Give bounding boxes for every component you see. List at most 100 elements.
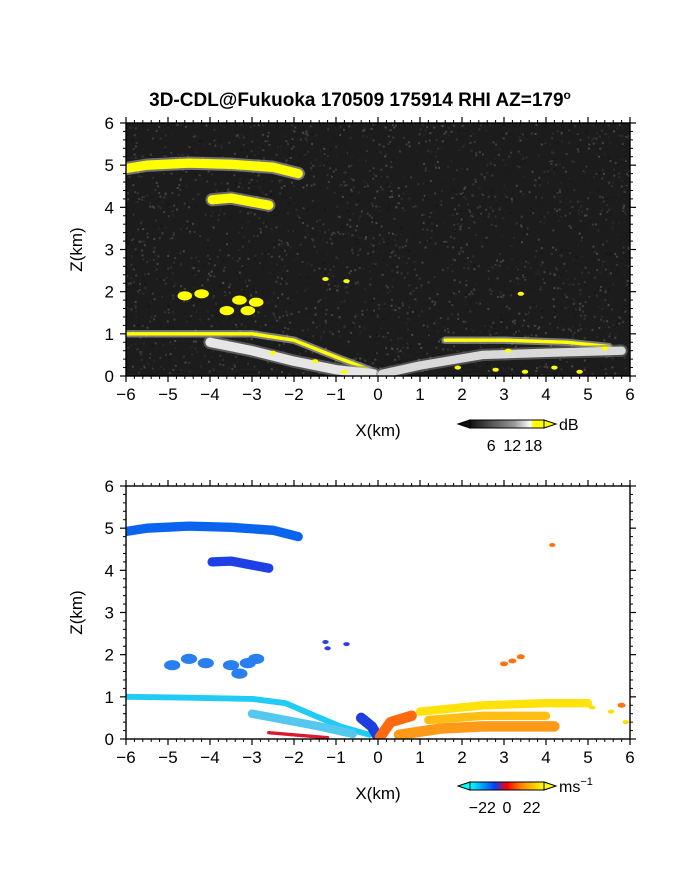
noise-pixel	[207, 239, 210, 242]
noise-pixel	[354, 229, 357, 232]
noise-pixel	[435, 298, 438, 301]
noise-pixel	[559, 163, 561, 166]
noise-pixel	[126, 306, 129, 309]
noise-pixel	[131, 239, 133, 242]
noise-pixel	[422, 182, 425, 185]
noise-pixel	[361, 156, 364, 159]
noise-pixel	[594, 296, 597, 299]
noise-pixel	[391, 193, 394, 196]
noise-pixel	[597, 229, 600, 232]
noise-pixel	[134, 305, 137, 308]
noise-pixel	[591, 277, 594, 279]
noise-pixel	[601, 142, 604, 145]
noise-pixel	[343, 143, 346, 146]
noise-pixel	[271, 180, 274, 183]
noise-pixel	[364, 359, 367, 362]
noise-pixel	[387, 332, 390, 334]
noise-pixel	[537, 327, 540, 330]
noise-pixel	[223, 126, 226, 129]
noise-pixel	[439, 338, 442, 341]
noise-pixel	[243, 154, 246, 157]
noise-pixel	[438, 340, 440, 343]
noise-pixel	[608, 217, 611, 220]
noise-pixel	[523, 276, 526, 279]
noise-pixel	[561, 332, 563, 335]
noise-pixel	[258, 371, 260, 374]
noise-pixel	[429, 211, 432, 214]
echo-patch	[622, 720, 629, 725]
noise-pixel	[601, 129, 604, 132]
noise-pixel	[299, 243, 302, 246]
noise-pixel	[605, 218, 608, 221]
echo-patch	[521, 369, 529, 374]
noise-pixel	[540, 264, 543, 267]
noise-pixel	[220, 275, 223, 278]
noise-pixel	[201, 322, 204, 325]
noise-pixel	[555, 248, 558, 251]
noise-pixel	[212, 296, 215, 298]
noise-pixel	[438, 189, 441, 191]
noise-pixel	[246, 149, 248, 151]
noise-pixel	[453, 279, 456, 282]
noise-pixel	[154, 254, 157, 257]
noise-pixel	[193, 340, 195, 343]
noise-pixel	[408, 257, 411, 260]
noise-pixel	[263, 364, 266, 367]
noise-pixel	[346, 210, 349, 213]
noise-pixel	[246, 338, 249, 341]
noise-pixel	[141, 220, 144, 222]
noise-pixel	[241, 186, 244, 189]
noise-pixel	[335, 205, 338, 208]
noise-pixel	[502, 159, 505, 162]
noise-pixel	[198, 260, 200, 263]
noise-pixel	[452, 176, 454, 179]
noise-pixel	[581, 255, 584, 258]
noise-pixel	[477, 265, 480, 268]
noise-pixel	[375, 222, 378, 225]
y-tick-label: 2	[105, 646, 114, 665]
noise-pixel	[174, 204, 177, 207]
noise-pixel	[359, 215, 362, 218]
noise-pixel	[523, 374, 526, 376]
noise-pixel	[368, 328, 371, 331]
noise-pixel	[261, 124, 264, 127]
noise-pixel	[559, 200, 562, 203]
noise-pixel	[256, 139, 259, 142]
noise-pixel	[236, 133, 239, 136]
noise-pixel	[582, 162, 585, 165]
noise-pixel	[247, 257, 250, 260]
noise-pixel	[510, 245, 513, 248]
noise-pixel	[307, 279, 310, 282]
noise-pixel	[400, 227, 403, 230]
noise-pixel	[148, 144, 151, 147]
noise-pixel	[434, 192, 437, 195]
noise-pixel	[366, 351, 369, 354]
noise-pixel	[250, 178, 253, 181]
noise-pixel	[221, 155, 224, 158]
noise-pixel	[523, 319, 526, 322]
noise-pixel	[318, 219, 321, 222]
noise-pixel	[443, 132, 446, 135]
noise-pixel	[310, 167, 313, 170]
noise-pixel	[515, 184, 518, 187]
noise-pixel	[248, 182, 251, 184]
noise-pixel	[368, 270, 371, 273]
noise-pixel	[585, 130, 588, 133]
noise-pixel	[583, 317, 586, 320]
noise-pixel	[477, 370, 480, 372]
noise-pixel	[227, 367, 230, 369]
noise-pixel	[572, 298, 575, 301]
noise-pixel	[311, 227, 314, 230]
noise-pixel	[562, 270, 565, 273]
noise-pixel	[533, 184, 536, 187]
noise-pixel	[191, 353, 193, 356]
noise-pixel	[407, 319, 410, 321]
noise-pixel	[471, 215, 474, 218]
noise-pixel	[337, 137, 340, 140]
noise-pixel	[569, 226, 572, 229]
noise-pixel	[284, 249, 286, 252]
noise-pixel	[152, 251, 155, 254]
noise-pixel	[351, 178, 354, 181]
noise-pixel	[504, 163, 507, 166]
noise-pixel	[379, 315, 382, 318]
